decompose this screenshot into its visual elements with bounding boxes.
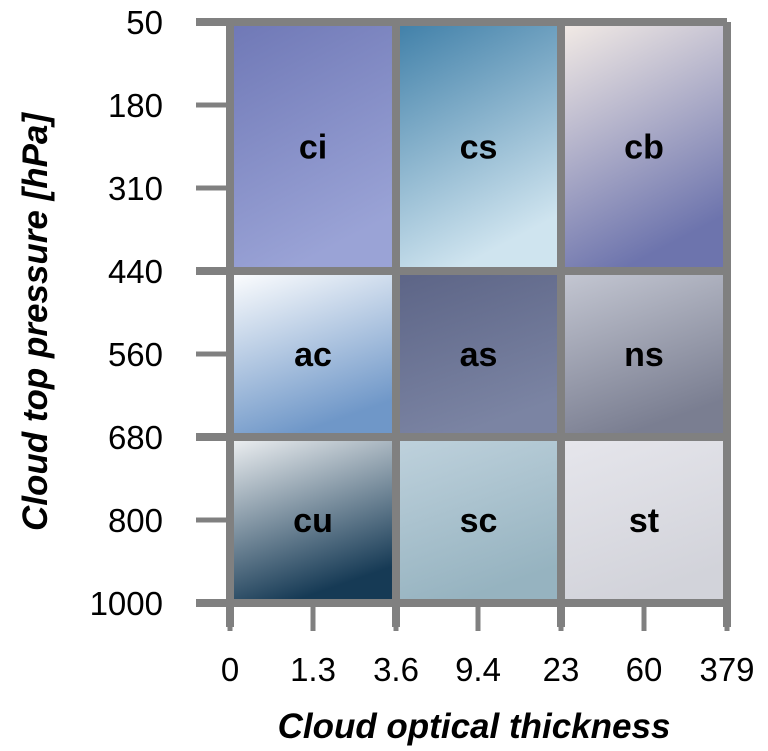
cell-as-image bbox=[396, 271, 561, 437]
y-tick-label: 680 bbox=[108, 419, 163, 456]
grid-layer bbox=[196, 18, 731, 627]
cell-ac-label: ac bbox=[294, 336, 332, 374]
cell-cu-image bbox=[230, 437, 396, 603]
cell-ci-label: ci bbox=[299, 129, 327, 167]
cell-ci-image bbox=[230, 22, 396, 271]
x-tick-label: 9.4 bbox=[455, 651, 501, 688]
cell-cs-image bbox=[396, 22, 561, 271]
cell-sc-image bbox=[396, 437, 561, 603]
cell-as-label: as bbox=[460, 336, 498, 374]
y-tick-label: 310 bbox=[108, 170, 163, 207]
x-axis-title: Cloud optical thickness bbox=[278, 707, 671, 746]
x-tick-label: 379 bbox=[699, 651, 754, 688]
cell-cs-label: cs bbox=[460, 129, 498, 167]
cell-st-image bbox=[561, 437, 727, 603]
y-tick-label: 440 bbox=[108, 253, 163, 290]
cell-cu-label: cu bbox=[293, 502, 333, 540]
x-tick-label: 3.6 bbox=[373, 651, 419, 688]
x-tick-label: 23 bbox=[543, 651, 580, 688]
y-tick-label: 1000 bbox=[90, 585, 163, 622]
cell-sc-label: sc bbox=[460, 502, 498, 540]
x-tick-label: 0 bbox=[221, 651, 239, 688]
y-axis-title: Cloud top pressure [hPa] bbox=[16, 112, 55, 531]
cell-cb-label: cb bbox=[624, 129, 664, 167]
x-tick-label: 60 bbox=[626, 651, 663, 688]
cell-ac-image bbox=[230, 271, 396, 437]
y-tick-label: 800 bbox=[108, 502, 163, 539]
x-tick-label: 1.3 bbox=[290, 651, 336, 688]
y-tick-label: 560 bbox=[108, 336, 163, 373]
ticks-layer: 0 1.3 3.6 9.4 23 60 379 50 180 310 440 560 680 800 100… bbox=[90, 4, 755, 688]
cell-cb-image bbox=[561, 22, 727, 271]
cells-layer: ci cs cb ac as ns cu sc st bbox=[230, 22, 727, 603]
cell-ns-image bbox=[561, 271, 727, 437]
cell-st-label: st bbox=[629, 502, 659, 540]
cell-ns-label: ns bbox=[624, 336, 664, 374]
y-tick-label: 50 bbox=[126, 4, 163, 41]
y-tick-label: 180 bbox=[108, 87, 163, 124]
